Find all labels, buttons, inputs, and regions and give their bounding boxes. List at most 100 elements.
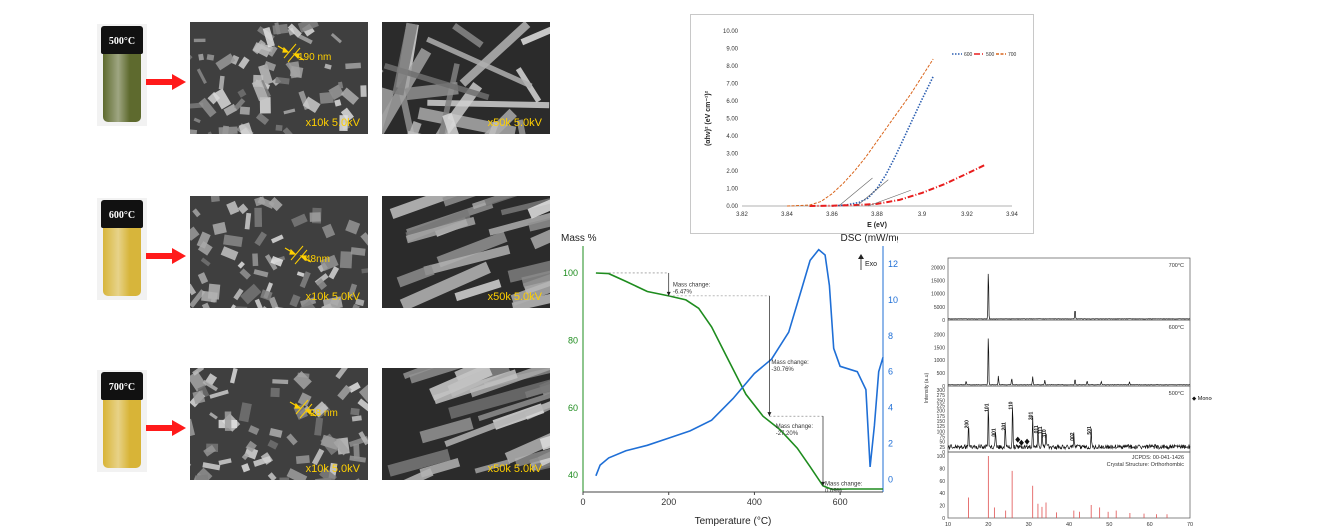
- sem-crystal: [530, 212, 550, 250]
- sem-crystal: [334, 99, 342, 107]
- sem-crystal: [504, 409, 550, 464]
- measure-tick: [294, 249, 308, 265]
- sem-crystal: [201, 302, 215, 308]
- tga-dsc-plot: 0 200 400 600 40 60 80 100 0 2 4 6 8 10 12 Temperature …: [561, 233, 898, 527]
- xrd-x-tick: 20: [985, 522, 991, 528]
- sem-crystal: [528, 208, 550, 232]
- sem-crystal: [297, 392, 312, 407]
- sem-magnification-caption: x10k 5.0kV: [305, 117, 360, 129]
- xrd-x-tick: 40: [1066, 522, 1072, 528]
- sem-crystal: [419, 458, 461, 478]
- tauc-x-tick: 3.88: [871, 212, 883, 218]
- sem-crystal: [293, 371, 312, 390]
- xrd-panel-label: 600°C: [1169, 325, 1184, 331]
- sem-crystal: [297, 33, 313, 45]
- measurement-arrows-icon: [277, 43, 305, 63]
- xrd-y-tick: 50: [939, 440, 945, 446]
- sem-crystal: [477, 379, 550, 422]
- monoclinic-diamond-icon: [1015, 436, 1021, 443]
- tauc-legend-label: 700: [1008, 52, 1017, 58]
- xrd-y-tick: 175: [937, 414, 946, 420]
- sem-crystal: [239, 106, 251, 115]
- exo-arrowhead-icon: [858, 254, 864, 259]
- sem-crystal: [239, 268, 251, 280]
- sem-crystal: [244, 212, 252, 230]
- sem-crystal: [253, 456, 272, 467]
- tauc-legend-label: 500: [986, 52, 995, 58]
- sem-crystal: [287, 23, 302, 38]
- sem-crystal: [202, 379, 218, 392]
- sem-crystal: [196, 68, 207, 84]
- sem-crystal: [252, 42, 271, 58]
- sem-magnification-caption: x50k 5.0kV: [487, 463, 542, 475]
- tauc-x-tick: 3.94: [1006, 212, 1018, 218]
- sem-crystal: [511, 291, 550, 308]
- sem-crystal: [514, 420, 550, 468]
- xrd-y-tick: 200: [937, 409, 946, 415]
- sem-crystal: [192, 368, 205, 376]
- sem-crystal: [241, 463, 251, 473]
- sem-crystal: [270, 234, 284, 244]
- sem-crystal: [190, 128, 198, 134]
- sem-crystal: [272, 379, 289, 385]
- sem-crystal: [383, 62, 490, 101]
- sem-crystal: [259, 79, 272, 98]
- sem-crystal: [312, 401, 329, 418]
- dsc-y-tick: 6: [888, 367, 893, 377]
- sem-crystal: [507, 248, 550, 283]
- sem-crystal: [237, 88, 247, 98]
- size-measurement-label: 28 nm: [310, 408, 338, 419]
- xrd-y-tick: 20: [939, 504, 945, 510]
- tga-series-dsc: [595, 248, 884, 477]
- arrow-shape: [146, 248, 186, 264]
- sem-crystal: [215, 53, 236, 71]
- sem-crystal: [270, 387, 280, 398]
- sem-crystal: [454, 279, 502, 302]
- sem-crystal: [360, 85, 367, 97]
- vial-temperature-label: 700°C: [108, 382, 136, 393]
- mass-change-arrowhead: [767, 412, 772, 417]
- xrd-panel-frame: [947, 257, 1191, 321]
- sem-crystal: [340, 107, 354, 122]
- xrd-y-tick: 1500: [934, 345, 945, 351]
- xrd-panel-label: 700°C: [1169, 263, 1184, 269]
- sem-crystal: [268, 197, 283, 212]
- sem-crystal: [349, 455, 367, 463]
- sem-crystal: [399, 261, 491, 308]
- sem-crystal: [521, 259, 550, 287]
- tauc-tangent: [867, 189, 911, 207]
- sem-crystal: [253, 269, 269, 278]
- sem-crystal: [254, 298, 265, 308]
- sem-crystal: [286, 433, 298, 446]
- sem-crystal: [248, 425, 260, 436]
- measure-tick: [290, 245, 304, 261]
- sem-crystal: [405, 216, 476, 244]
- sem-crystal: [224, 411, 232, 431]
- sem-crystal: [333, 438, 350, 456]
- xrd-x-tick: 10: [945, 522, 951, 528]
- sem-crystal: [319, 91, 334, 104]
- xrd-peak-label: 110: [1009, 401, 1015, 409]
- sem-crystal: [454, 368, 530, 381]
- size-measurement-label: 190 nm: [298, 52, 332, 63]
- sem-crystal: [237, 203, 249, 215]
- sem-crystal: [257, 196, 275, 209]
- mass-change-label: Mass change:: [825, 481, 863, 487]
- tauc-x-tick: 3.82: [736, 212, 748, 218]
- tauc-y-tick: 6.00: [726, 99, 738, 105]
- sem-crystal: [190, 283, 197, 296]
- xrd-panel-frame: [947, 319, 1191, 387]
- tga-series-mass: [595, 272, 883, 491]
- xrd-y-tick: 2000: [934, 332, 945, 338]
- red-arrow-icon: [146, 248, 186, 264]
- sample-vial: 500°C: [97, 24, 147, 126]
- mass-change-label: Mass change:: [673, 282, 711, 288]
- sem-crystal: [193, 38, 206, 43]
- sem-crystal: [423, 245, 511, 276]
- xrd-reference-label: JCPDS: 00-041-1426: [1132, 455, 1184, 461]
- sem-crystal: [223, 103, 238, 116]
- measure-arrow: [277, 45, 305, 61]
- sem-crystal: [350, 407, 360, 416]
- sem-crystal: [240, 283, 262, 305]
